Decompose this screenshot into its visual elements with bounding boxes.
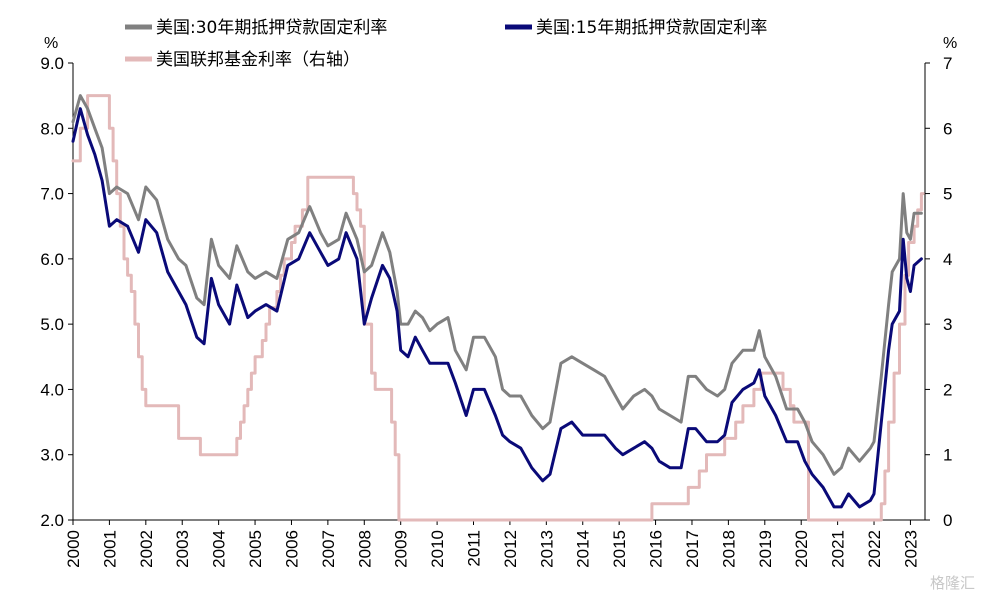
x-tick-label: 2002: [137, 530, 156, 568]
x-tick-label: 2022: [865, 530, 884, 568]
right-tick-label: 5: [943, 185, 952, 204]
x-tick-label: 2012: [501, 530, 520, 568]
legend-label-30y: 美国:30年期抵押贷款固定利率: [156, 18, 387, 38]
left-tick-label: 7.0: [40, 185, 64, 204]
right-tick-label: 2: [943, 380, 952, 399]
x-tick-label: 2009: [392, 530, 411, 568]
watermark: 格隆汇: [930, 574, 975, 592]
x-tick-label: 2011: [465, 530, 484, 567]
left-tick-label: 4.0: [40, 380, 64, 399]
left-tick-label: 6.0: [40, 250, 64, 269]
series-line-1: [71, 107, 923, 509]
right-tick-label: 6: [943, 119, 952, 138]
x-tick-label: 2018: [719, 530, 738, 568]
x-tick-label: 2023: [901, 530, 920, 568]
legend-label-fedfunds: 美国联邦基金利率（右轴）: [156, 50, 360, 70]
series-line-0: [71, 94, 923, 476]
right-tick-label: 3: [943, 315, 952, 334]
left-tick-label: 3.0: [40, 446, 64, 465]
legend-label-15y: 美国:15年期抵押贷款固定利率: [536, 18, 767, 38]
x-tick-label: 2001: [100, 530, 119, 568]
right-tick-label: 4: [943, 250, 952, 269]
x-tick-label: 2014: [574, 530, 593, 568]
left-axis-unit: %: [44, 35, 58, 52]
x-tick-label: 2015: [610, 530, 629, 568]
right-tick-label: 7: [943, 54, 952, 73]
plot-area: [71, 94, 925, 522]
series-line-2: [71, 94, 925, 522]
x-tick-label: 2003: [173, 530, 192, 568]
right-tick-label: 1: [943, 446, 952, 465]
x-tick-label: 2017: [683, 530, 702, 568]
left-tick-label: 9.0: [40, 54, 64, 73]
x-tick-label: 2004: [210, 530, 229, 568]
legend: 美国:30年期抵押贷款固定利率 美国:15年期抵押贷款固定利率 美国联邦基金利率…: [125, 18, 767, 70]
left-tick-label: 2.0: [40, 511, 64, 530]
x-tick-label: 2016: [647, 530, 666, 568]
x-tick-label: 2010: [428, 530, 447, 568]
x-tick-label: 2008: [355, 530, 374, 568]
right-axis-unit: %: [943, 35, 957, 52]
x-tick-label: 2021: [829, 530, 848, 568]
x-tick-label: 2007: [319, 530, 338, 568]
x-tick-label: 2020: [792, 530, 811, 568]
x-tick-label: 2019: [756, 530, 775, 568]
left-tick-label: 5.0: [40, 315, 64, 334]
x-tick-label: 2013: [537, 530, 556, 568]
right-tick-label: 0: [943, 511, 952, 530]
x-tick-label: 2005: [246, 530, 265, 568]
x-tick-label: 2000: [64, 530, 83, 568]
left-tick-label: 8.0: [40, 119, 64, 138]
x-tick-label: 2006: [282, 530, 301, 568]
